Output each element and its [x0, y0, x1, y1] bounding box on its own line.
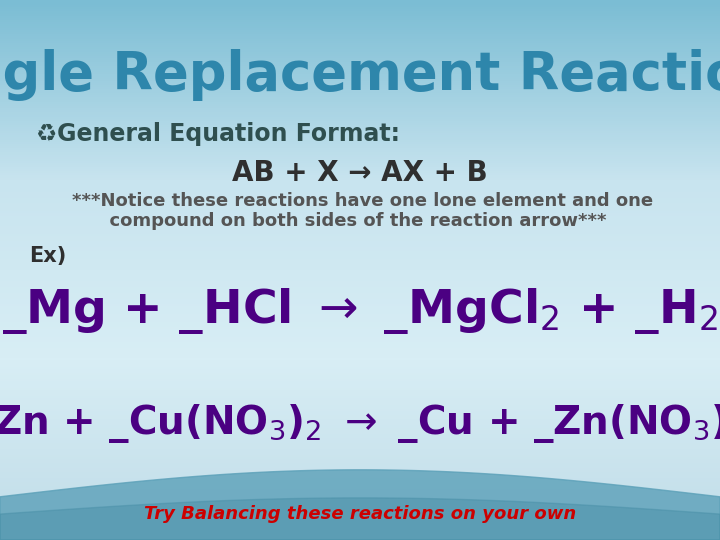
Text: _Mg + _HCl $\rightarrow$ _MgCl$_2$ + _H$_2$: _Mg + _HCl $\rightarrow$ _MgCl$_2$ + _H$… [2, 286, 718, 336]
Text: Ex): Ex) [29, 246, 66, 266]
Polygon shape [0, 470, 720, 540]
Text: ♻General Equation Format:: ♻General Equation Format: [36, 122, 400, 145]
Text: AB + X → AX + B: AB + X → AX + B [232, 159, 488, 187]
Text: _Zn + _Cu(NO$_3$)$_2$ $\rightarrow$ _Cu + _Zn(NO$_3$)$_2$: _Zn + _Cu(NO$_3$)$_2$ $\rightarrow$ _Cu … [0, 402, 720, 446]
Text: Single Replacement Reactions: Single Replacement Reactions [0, 49, 720, 100]
Polygon shape [0, 498, 720, 540]
Text: Try Balancing these reactions on your own: Try Balancing these reactions on your ow… [144, 505, 576, 523]
Text: ***Notice these reactions have one lone element and one
      compound on both s: ***Notice these reactions have one lone … [72, 192, 653, 231]
